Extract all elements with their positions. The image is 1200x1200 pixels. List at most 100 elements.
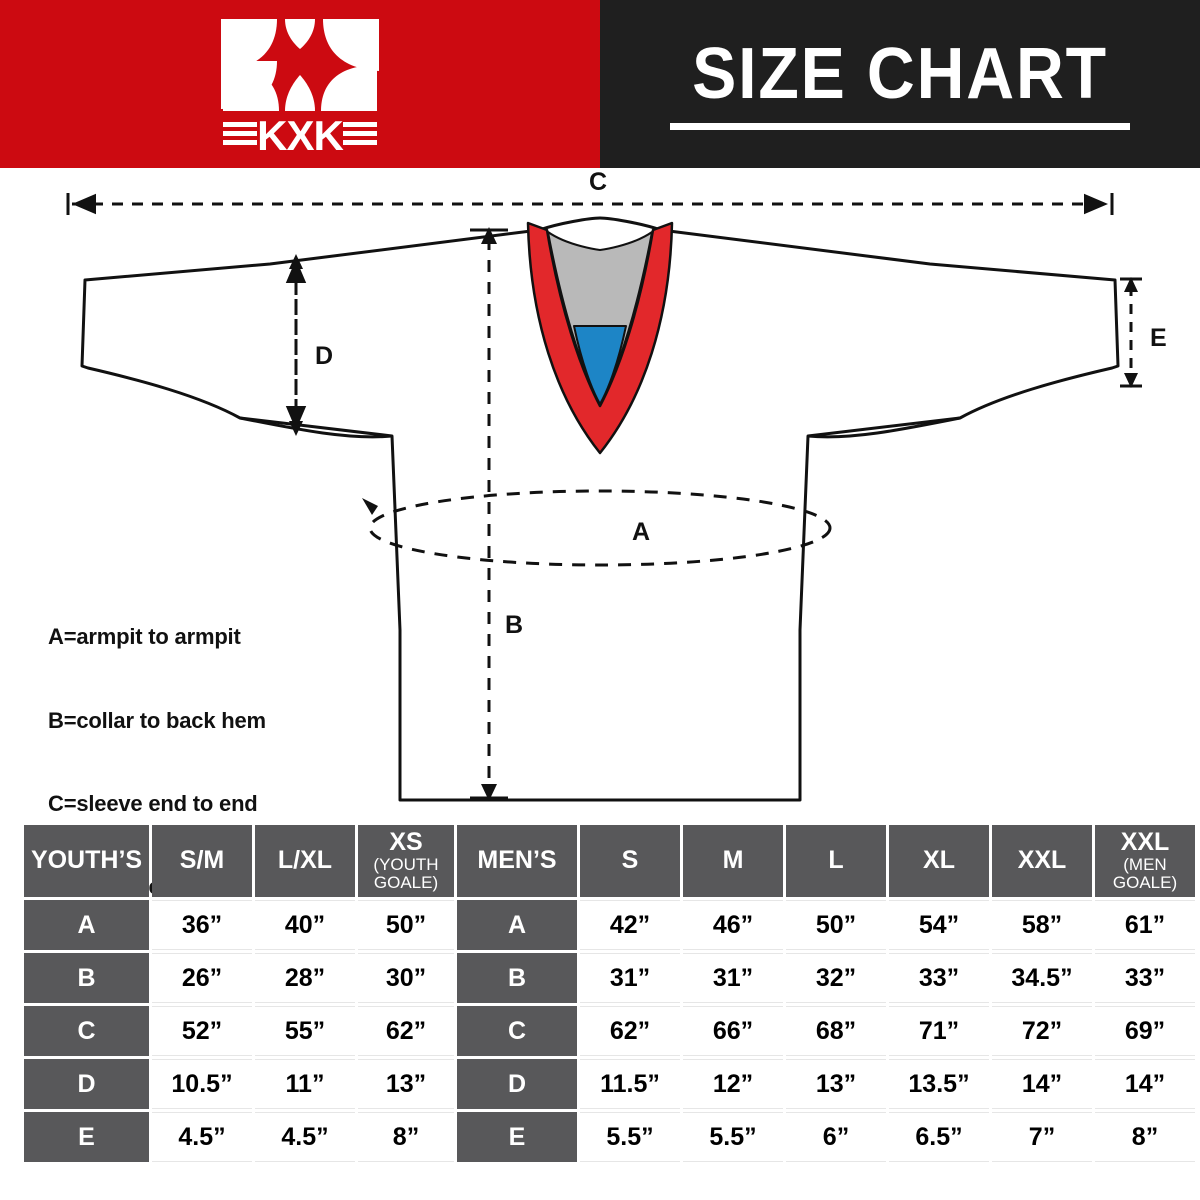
measurement-cell: 33” <box>889 953 989 1003</box>
legend-line-b: B=collar to back hem <box>48 707 266 733</box>
table-header-cell-7: L <box>786 825 886 897</box>
measurement-cell: 6.5” <box>889 1112 989 1162</box>
measurement-cell: 40” <box>255 900 355 950</box>
dimension-e <box>1120 277 1142 388</box>
row-label-cell: C <box>457 1006 577 1056</box>
row-label-cell: B <box>24 953 149 1003</box>
table-header-cell-5: S <box>580 825 680 897</box>
measurement-cell: 52” <box>152 1006 252 1056</box>
jersey-outline <box>80 216 1120 802</box>
legend-line-c: C=sleeve end to end <box>48 790 258 816</box>
measurement-cell: 33” <box>1095 953 1195 1003</box>
row-label-cell: C <box>24 1006 149 1056</box>
measurement-cell: 50” <box>786 900 886 950</box>
collar-inner-gray <box>547 231 653 405</box>
measurement-cell: 66” <box>683 1006 783 1056</box>
table-row: A 36” 40” 50” A 42” 46” 50” 54” 58” 61” <box>24 900 1195 950</box>
collar-accent-blue <box>573 325 627 405</box>
size-table: YOUTH’S S/M L/XL XS (YOUTH GOALE) MEN’S S M L XL XX… <box>21 822 1198 1165</box>
measurement-cell: 72” <box>992 1006 1092 1056</box>
measurement-cell: 5.5” <box>580 1112 680 1162</box>
row-label-cell: D <box>24 1059 149 1109</box>
measurement-cell: 61” <box>1095 900 1195 950</box>
legend-line-a: A=armpit to armpit <box>48 624 241 650</box>
header-label: L <box>828 846 844 875</box>
table-header-cell-3: XS (YOUTH GOALE) <box>358 825 454 897</box>
measurement-cell: 68” <box>786 1006 886 1056</box>
dimension-d-arrow <box>289 254 303 436</box>
measurement-cell: 14” <box>1095 1059 1195 1109</box>
measurement-cell: 71” <box>889 1006 989 1056</box>
measurement-cell: 13.5” <box>889 1059 989 1109</box>
measurement-cell: 5.5” <box>683 1112 783 1162</box>
table-header-row: YOUTH’S S/M L/XL XS (YOUTH GOALE) MEN’S S M L XL XX… <box>24 825 1195 897</box>
left-armhole-seam <box>239 416 393 439</box>
measurement-cell: 55” <box>255 1006 355 1056</box>
measurement-cell: 12” <box>683 1059 783 1109</box>
measurement-cell: 34.5” <box>992 953 1092 1003</box>
dimension-a-ellipse <box>368 489 832 567</box>
header-sublabel: (MEN <box>1123 854 1167 874</box>
table-row: B 26” 28” 30” B 31” 31” 32” 33” 34.5” 33” <box>24 953 1195 1003</box>
dimension-a-arrowhead <box>362 498 378 515</box>
table-header-cell-4: MEN’S <box>457 825 577 897</box>
measurement-cell: 11.5” <box>580 1059 680 1109</box>
table-row: C 52” 55” 62” C 62” 66” 68” 71” 72” 69” <box>24 1006 1195 1056</box>
header-label: MEN’S <box>477 846 557 875</box>
dimension-a-label: A <box>632 518 650 546</box>
measurement-cell: 13” <box>358 1059 454 1109</box>
table-header-cell-6: M <box>683 825 783 897</box>
header-sublabel-2: GOALE) <box>373 872 439 892</box>
page-header: KXK SIZE CHART <box>0 0 1200 168</box>
table-header-cell-8: XL <box>889 825 989 897</box>
table-header-cell-9: XXL <box>992 825 1092 897</box>
measurement-cell: 4.5” <box>152 1112 252 1162</box>
measurement-cell: 36” <box>152 900 252 950</box>
header-sublabel-2: GOALE) <box>1112 872 1178 892</box>
measurement-cell: 13” <box>786 1059 886 1109</box>
measurement-cell: 54” <box>889 900 989 950</box>
header-sublabel: (YOUTH <box>373 854 439 874</box>
measurement-cell: 46” <box>683 900 783 950</box>
measurement-cell: 8” <box>358 1112 454 1162</box>
row-label-cell: E <box>24 1112 149 1162</box>
measurement-cell: 26” <box>152 953 252 1003</box>
svg-text:KXK: KXK <box>257 112 343 159</box>
row-label-cell: D <box>457 1059 577 1109</box>
dimension-c-label: C <box>589 168 607 196</box>
table-header-cell-1: S/M <box>152 825 252 897</box>
measurement-cell: 62” <box>580 1006 680 1056</box>
measurement-cell: 14” <box>992 1059 1092 1109</box>
header-label: S <box>621 846 639 875</box>
header-label: L/XL <box>277 846 333 875</box>
size-table-container: YOUTH’S S/M L/XL XS (YOUTH GOALE) MEN’S S M L XL XX… <box>21 822 1195 1165</box>
row-label-cell: E <box>457 1112 577 1162</box>
measurement-cell: 50” <box>358 900 454 950</box>
page-title: SIZE CHART <box>692 34 1108 114</box>
measurement-cell: 69” <box>1095 1006 1195 1056</box>
measurement-cell: 32” <box>786 953 886 1003</box>
table-header-cell-10: XXL (MEN GOALE) <box>1095 825 1195 897</box>
measurement-cell: 58” <box>992 900 1092 950</box>
table-header-cell-2: L/XL <box>255 825 355 897</box>
header-label: S/M <box>179 846 225 875</box>
measurement-cell: 11” <box>255 1059 355 1109</box>
row-label-cell: B <box>457 953 577 1003</box>
measurement-cell: 30” <box>358 953 454 1003</box>
measurement-cell: 10.5” <box>152 1059 252 1109</box>
measurement-cell: 31” <box>683 953 783 1003</box>
title-panel: SIZE CHART <box>600 0 1200 168</box>
table-row: D 10.5” 11” 13” D 11.5” 12” 13” 13.5” 14” 14” <box>24 1059 1195 1109</box>
jersey-diagram: C D <box>0 168 1200 818</box>
measurement-cell: 7” <box>992 1112 1092 1162</box>
header-label: YOUTH’S <box>30 846 143 875</box>
table-row: E 4.5” 4.5” 8” E 5.5” 5.5” 6” 6.5” 7” 8” <box>24 1112 1195 1162</box>
dimension-b-label: B <box>505 611 523 639</box>
right-armhole-seam <box>807 416 961 439</box>
row-label-cell: A <box>24 900 149 950</box>
dimension-b <box>470 227 508 801</box>
measurement-cell: 4.5” <box>255 1112 355 1162</box>
brand-panel: KXK <box>0 0 600 168</box>
header-label: XS <box>389 828 423 857</box>
dimension-c <box>66 193 1114 215</box>
